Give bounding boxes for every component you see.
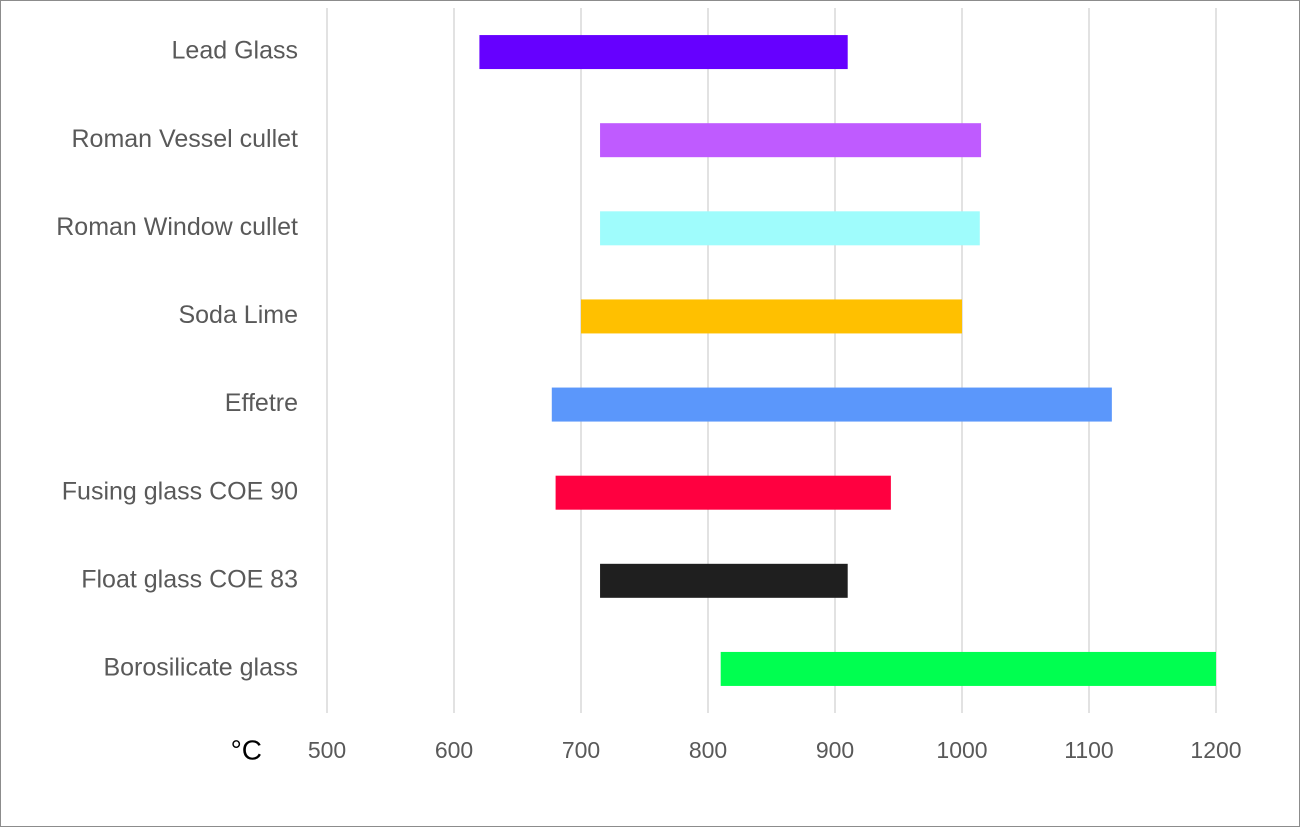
bar [720,651,1216,686]
x-tick-label: 700 [562,737,600,763]
bar [555,475,891,510]
y-tick-label: Fusing glass COE 90 [62,477,298,505]
x-tick-label: 800 [689,737,727,763]
y-tick-label: Soda Lime [178,301,298,329]
y-tick-label: Borosilicate glass [103,654,298,682]
y-tick-label: Lead Glass [172,37,298,65]
x-tick-label: 600 [435,737,473,763]
y-tick-label: Float glass COE 83 [81,565,298,593]
x-tick-label: 900 [816,737,854,763]
x-tick-label: 500 [308,737,346,763]
x-tick-label: 1000 [936,737,987,763]
y-tick-label: Roman Vessel cullet [71,125,298,153]
bar [600,211,980,246]
bar [600,563,848,598]
bar [600,123,982,158]
bar [551,387,1112,422]
x-axis-label: °C [231,734,262,765]
x-tick-label: 1100 [1064,737,1113,763]
bar [479,35,848,70]
y-tick-label: Roman Window cullet [56,213,298,241]
bar [581,299,962,334]
x-tick-label: 1200 [1190,737,1241,763]
y-tick-label: Effetre [225,389,298,417]
